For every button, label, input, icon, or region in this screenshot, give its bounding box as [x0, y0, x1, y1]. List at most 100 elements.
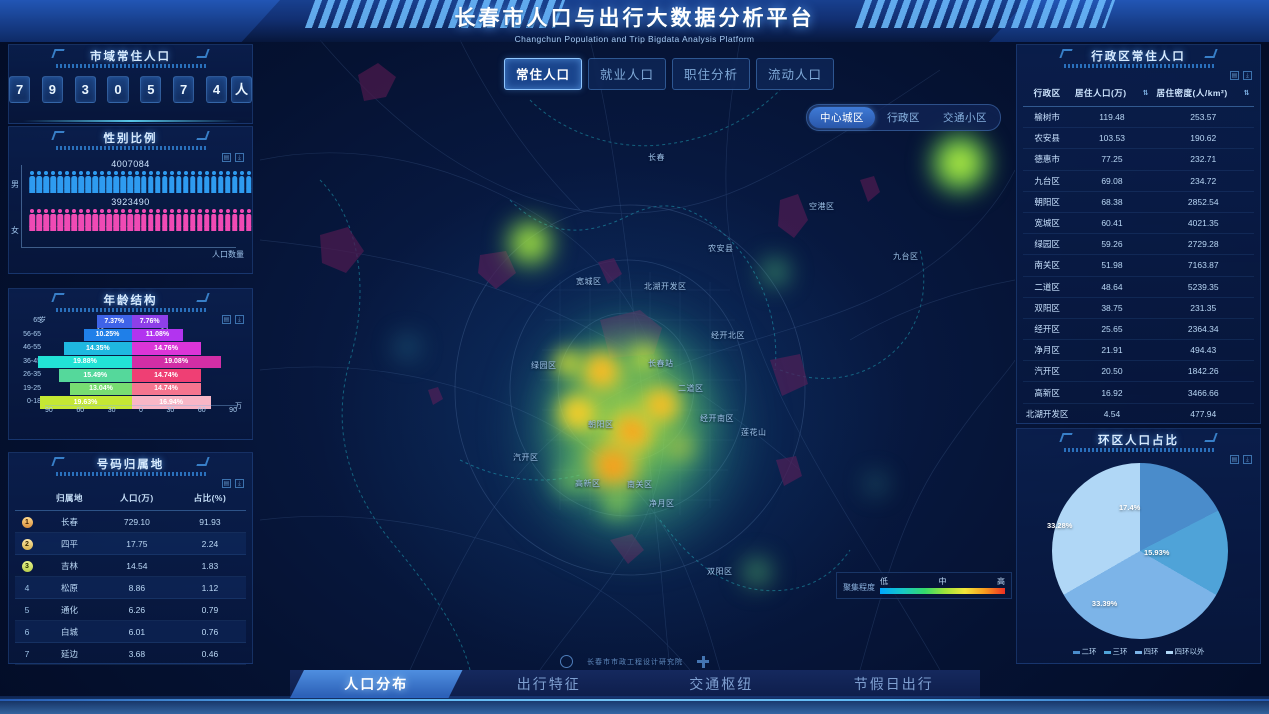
district-pop-cell: 69.08	[1071, 170, 1153, 192]
district-pop-cell: 59.26	[1071, 233, 1153, 256]
panel-title: 环区人口占比	[1098, 435, 1179, 447]
age-female-bar: 14.74%	[131, 369, 201, 382]
pie-legend[interactable]: 二环 三环 四环 四环以外	[1017, 646, 1260, 657]
female-person-icon	[161, 208, 168, 232]
table-row[interactable]: 二道区 48.64 5239.35	[1023, 276, 1254, 298]
pie-legend-item[interactable]: 四环以外	[1165, 646, 1205, 657]
district-column-header[interactable]: 居住密度(人/km²) ⇅	[1152, 81, 1254, 107]
pie-chart[interactable]	[1051, 463, 1228, 639]
table-row[interactable]: 7 延边 3.68 0.46	[15, 642, 246, 665]
bottom-nav-4[interactable]: 节假日出行	[853, 676, 934, 692]
table-row[interactable]: 北湖开发区 4.54 477.94	[1023, 403, 1254, 419]
download-icon[interactable]: ⤓	[1243, 71, 1252, 80]
download-icon[interactable]: ⤓	[235, 153, 244, 162]
panel-tools[interactable]: ▤ ⤓	[1230, 455, 1252, 464]
panel-title: 行政区常住人口	[1091, 51, 1186, 63]
bottom-nav-1[interactable]: 人口分布	[290, 670, 463, 698]
district-table: 行政区 居住人口(万) ⇅ 居住密度(人/km²) ⇅ 榆树市 119.48 253.57 农…	[1023, 81, 1254, 419]
bottom-nav-3[interactable]: 交通枢纽	[689, 676, 754, 692]
page-title: 长春市人口与出行大数据分析平台	[454, 7, 815, 30]
map-mode-switch[interactable]: 中心城区 行政区 交通小区	[806, 104, 1001, 131]
sort-arrow-icon[interactable]: ⇅	[1243, 90, 1251, 98]
female-person-icon	[224, 208, 231, 232]
bottom-nav-track[interactable]: 人口分布 出行特征 交通枢纽 节假日出行	[290, 670, 980, 698]
pie-legend-item[interactable]: 二环	[1072, 646, 1097, 657]
tab-3[interactable]: 职住分析	[672, 58, 751, 90]
district-column-header[interactable]: 居住人口(万) ⇅	[1071, 81, 1153, 107]
district-table-header[interactable]: 行政区 居住人口(万) ⇅ 居住密度(人/km²) ⇅	[1023, 81, 1254, 107]
table-row[interactable]: 3 吉林 14.54 1.83	[15, 554, 246, 577]
rank-badge: 3	[21, 560, 33, 572]
origin-share-cell: 1.83	[173, 554, 246, 577]
male-person-icon	[189, 170, 196, 194]
table-row[interactable]: 农安县 103.53 190.62	[1023, 127, 1254, 150]
age-female-bar: 7.76%	[131, 315, 168, 328]
map-label: 二道区	[678, 384, 704, 393]
map-mode-2[interactable]: 行政区	[887, 112, 920, 124]
table-row[interactable]: 高新区 16.92 3466.66	[1023, 381, 1254, 404]
panel-tools[interactable]: ▤ ⤓	[222, 153, 244, 162]
sort-arrow-icon[interactable]: ⇅	[1142, 90, 1149, 98]
table-row[interactable]: 4 松原 8.86 1.12	[15, 576, 246, 599]
table-row[interactable]: 绿园区 59.26 2729.28	[1023, 233, 1254, 256]
map-mode-1[interactable]: 中心城区	[809, 107, 875, 128]
table-row[interactable]: 2 四平 17.75 2.24	[15, 532, 246, 555]
map-label: 长春	[648, 153, 665, 162]
tab-2[interactable]: 就业人口	[588, 58, 667, 90]
heatmap-legend-low: 低	[880, 577, 888, 586]
pie-legend-item[interactable]: 四环	[1134, 646, 1159, 657]
female-person-icon	[64, 208, 71, 232]
table-view-icon[interactable]: ▤	[222, 315, 231, 324]
tab-1[interactable]: 常住人口	[504, 58, 583, 90]
district-density-cell: 234.72	[1152, 170, 1254, 192]
page-subtitle: Changchun Population and Trip Bigdata An…	[514, 34, 755, 44]
table-row[interactable]: 榆树市 119.48 253.57	[1023, 106, 1254, 129]
age-male-bar: 10.25%	[83, 328, 132, 341]
table-row[interactable]: 九台区 69.08 234.72	[1023, 170, 1254, 192]
rank-number: 5	[24, 604, 30, 615]
heatmap-legend-gradient	[880, 588, 1005, 594]
female-person-icon	[106, 208, 113, 232]
table-row[interactable]: 5 通化 6.26 0.79	[15, 598, 246, 621]
panel-header: 年龄结构	[9, 289, 252, 315]
panel-tools[interactable]: ▤ ⤓	[1230, 71, 1252, 80]
table-row[interactable]: 宽城区 60.41 4021.35	[1023, 212, 1254, 235]
population-digit: 0	[107, 76, 129, 103]
origin-share-cell: 1.12	[173, 576, 246, 599]
table-view-icon[interactable]: ▤	[222, 479, 231, 488]
tab-4[interactable]: 流动人口	[756, 58, 835, 90]
table-view-icon[interactable]: ▤	[222, 153, 231, 162]
district-column-header[interactable]: 行政区	[1023, 81, 1072, 107]
origin-table-header: 归属地 人口(万) 占比(%)	[15, 487, 246, 511]
table-row[interactable]: 朝阳区 68.38 2852.54	[1023, 191, 1254, 213]
table-row[interactable]: 汽开区 20.50 1842.26	[1023, 360, 1254, 383]
table-row[interactable]: 双阳区 38.75 231.35	[1023, 297, 1254, 319]
table-view-icon[interactable]: ▤	[1230, 455, 1239, 464]
table-row[interactable]: 1 长春 729.10 91.93	[15, 510, 246, 533]
table-row[interactable]: 6 白城 6.01 0.76	[15, 620, 246, 643]
origin-place-cell: 长春	[39, 510, 100, 533]
panel-tools[interactable]: ▤ ⤓	[222, 479, 244, 488]
male-person-icon	[78, 170, 85, 194]
download-icon[interactable]: ⤓	[235, 315, 244, 324]
header-squiggle-icon	[1063, 448, 1214, 452]
male-person-icon	[182, 170, 189, 194]
district-name-cell: 南关区	[1023, 254, 1072, 277]
table-row[interactable]: 南关区 51.98 7163.87	[1023, 254, 1254, 277]
male-person-icon	[168, 170, 175, 194]
population-digit: 5	[140, 76, 162, 103]
table-row[interactable]: 经开区 25.65 2364.34	[1023, 318, 1254, 341]
table-row[interactable]: 净月区 21.91 494.43	[1023, 339, 1254, 362]
bottom-nav-2[interactable]: 出行特征	[516, 676, 581, 692]
pie-legend-item[interactable]: 三环	[1103, 646, 1128, 657]
panel-tools[interactable]: ▤ ⤓	[222, 315, 244, 324]
primary-tabs[interactable]: 常住人口 就业人口 职住分析 流动人口	[504, 58, 835, 90]
download-icon[interactable]: ⤓	[1243, 455, 1252, 464]
map-mode-3[interactable]: 交通小区	[943, 112, 987, 124]
gender-x-axis	[21, 247, 236, 248]
download-icon[interactable]: ⤓	[235, 479, 244, 488]
male-person-icon	[238, 170, 245, 194]
table-view-icon[interactable]: ▤	[1230, 71, 1239, 80]
male-person-icon	[99, 170, 106, 194]
table-row[interactable]: 德惠市 77.25 232.71	[1023, 148, 1254, 171]
